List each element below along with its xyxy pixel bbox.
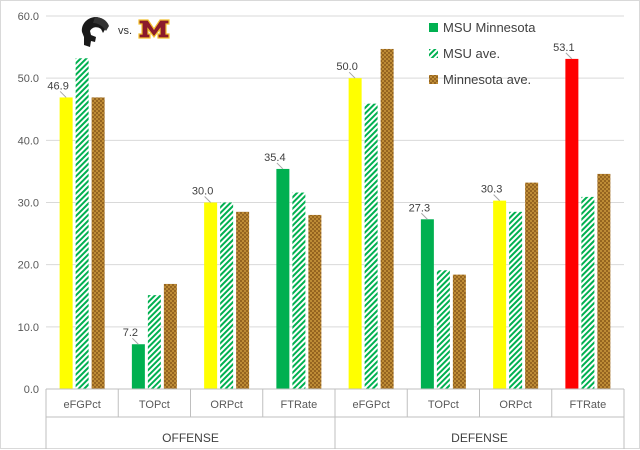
data-label: 30.0 [192,186,213,198]
legend-swatch [429,23,438,32]
y-tick-label: 50.0 [18,73,39,85]
bar-msu-minnesota [131,344,145,389]
legend-swatch [429,75,438,84]
minnesota-m-icon [138,19,170,39]
bar-minnesota-ave [308,214,322,389]
bar-msu-minnesota [420,219,434,389]
bar-msu-ave [147,295,161,389]
legend-label: MSU ave. [443,46,500,61]
bar-msu-minnesota [276,168,290,389]
data-label: 53.1 [553,42,574,54]
x-tick-label: TOPct [428,399,459,411]
bar-msu-minnesota [204,202,218,389]
bar-minnesota-ave [525,182,539,389]
data-label-leader [493,194,500,201]
y-tick-label: 10.0 [18,322,39,334]
data-label: 46.9 [47,80,68,92]
bar-minnesota-ave [380,48,394,389]
data-label-leader [59,91,67,98]
bar-msu-ave [75,58,89,389]
bar-msu-ave [364,103,378,389]
bars [59,48,611,390]
x-tick-label: ORPct [499,399,531,411]
x-tick-label: TOPct [139,399,170,411]
data-label: 30.3 [481,184,502,196]
bar-msu-ave [581,196,595,389]
data-label: 7.2 [123,327,138,339]
bar-msu-minnesota [348,78,362,390]
data-label-leader [276,162,284,170]
bar-minnesota-ave [236,211,250,389]
y-tick-label: 40.0 [18,135,39,147]
x-tick-label: ORPct [210,399,242,411]
legend-swatch [429,49,438,58]
group-label: DEFENSE [451,431,508,445]
bar-msu-minnesota [59,97,73,390]
data-labels: 46.9 7.2 30.0 35.4 50.0 27.3 30.3 53.1 [47,42,575,345]
x-tick-label: FTRate [570,399,607,411]
bar-minnesota-ave [452,274,466,389]
header-vs: vs. [118,25,132,37]
bar-msu-minnesota [493,200,507,389]
y-tick-label: 60.0 [18,11,39,23]
chart-header: vs. [81,17,170,47]
data-label-leader [204,196,211,203]
bar-msu-ave [292,192,306,389]
legend-label: MSU Minnesota [443,20,536,35]
x-tick-label: FTRate [281,399,318,411]
y-tick-label: 0.0 [24,384,39,396]
bar-msu-minnesota [565,58,579,390]
group-label: OFFENSE [162,431,219,445]
x-axis: eFGPct TOPct ORPct FTRate eFGPct TOPct ORPct FT… [45,388,625,449]
x-tick-label: eFGPct [352,399,389,411]
bar-minnesota-ave [91,97,105,390]
legend: MSU Minnesota MSU ave. Minnesota ave. [429,20,536,87]
spartan-helmet-icon [81,17,109,47]
bar-minnesota-ave [163,283,177,389]
y-tick-label: 20.0 [18,260,39,272]
legend-label: Minnesota ave. [443,72,531,87]
data-label: 27.3 [409,202,430,214]
data-label-leader [565,52,573,60]
data-label: 35.4 [264,152,285,164]
data-label-leader [132,337,139,345]
bar-msu-ave [509,211,523,389]
bar-msu-ave [220,202,234,389]
data-label-leader [421,212,428,220]
y-tick-label: 30.0 [18,198,39,210]
bar-minnesota-ave [597,173,611,389]
x-tick-label: eFGPct [63,399,100,411]
data-label: 50.0 [336,61,357,73]
bar-msu-ave [436,270,450,389]
data-label-leader [348,71,356,79]
y-axis-ticks: 0.0 10.0 20.0 30.0 40.0 50.0 60.0 [18,11,39,396]
